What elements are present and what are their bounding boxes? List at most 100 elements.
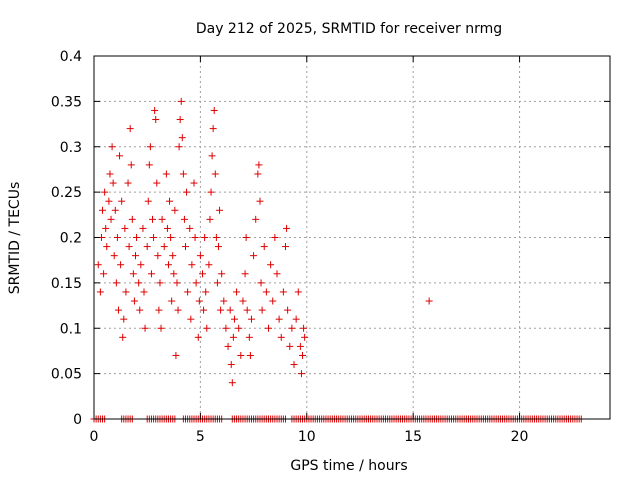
data-point bbox=[188, 261, 196, 269]
data-point bbox=[257, 279, 265, 287]
data-point bbox=[245, 333, 253, 341]
x-axis-label: GPS time / hours bbox=[290, 458, 407, 474]
data-point bbox=[212, 234, 220, 241]
data-point bbox=[300, 324, 308, 332]
data-point bbox=[151, 106, 159, 114]
data-point bbox=[130, 297, 138, 305]
data-point bbox=[203, 324, 211, 332]
data-point bbox=[114, 306, 122, 314]
data-point bbox=[250, 252, 258, 260]
data-point bbox=[135, 279, 143, 287]
x-axis-ticks: 0 5 10 15 20 bbox=[90, 56, 529, 445]
data-point bbox=[150, 234, 158, 241]
data-point bbox=[168, 297, 176, 305]
data-point bbox=[137, 261, 145, 269]
data-point bbox=[228, 379, 236, 387]
data-point bbox=[271, 234, 279, 241]
data-point bbox=[173, 279, 181, 287]
data-point bbox=[162, 170, 170, 178]
data-point bbox=[106, 170, 114, 178]
data-point bbox=[111, 206, 119, 214]
data-point bbox=[275, 315, 283, 323]
data-point bbox=[149, 215, 157, 223]
data-point bbox=[267, 261, 275, 269]
data-point bbox=[153, 179, 161, 187]
x-tick-label: 20 bbox=[511, 429, 529, 445]
y-tick-label: 0.25 bbox=[51, 185, 82, 201]
data-point bbox=[187, 315, 195, 323]
data-point bbox=[230, 315, 238, 323]
data-point bbox=[160, 243, 168, 251]
y-tick-label: 0.15 bbox=[51, 276, 82, 292]
data-point bbox=[117, 261, 125, 269]
data-point bbox=[101, 188, 109, 196]
data-point bbox=[227, 361, 235, 369]
data-point bbox=[103, 243, 111, 251]
data-point bbox=[172, 351, 180, 359]
data-point bbox=[166, 197, 174, 205]
y-axis-ticks: 0 0.05 0.1 0.15 0.2 0.25 0.3 0.35 0.4 bbox=[51, 49, 610, 428]
data-point bbox=[175, 143, 183, 151]
data-point bbox=[190, 179, 198, 187]
data-point bbox=[237, 351, 245, 359]
data-point bbox=[183, 188, 191, 196]
x-tick-label: 15 bbox=[404, 429, 422, 445]
data-point bbox=[118, 197, 126, 205]
data-point bbox=[121, 224, 129, 232]
data-point bbox=[296, 342, 304, 350]
data-point bbox=[239, 297, 247, 305]
data-point bbox=[127, 161, 135, 169]
data-point bbox=[282, 243, 290, 251]
data-point bbox=[194, 333, 202, 341]
data-point bbox=[210, 106, 218, 114]
data-point bbox=[152, 116, 160, 124]
y-axis-label: SRMTID / TECUs bbox=[7, 182, 23, 295]
data-point bbox=[425, 297, 433, 305]
data-point bbox=[246, 351, 254, 359]
data-point bbox=[94, 261, 102, 269]
data-point bbox=[279, 288, 287, 296]
data-point bbox=[277, 333, 285, 341]
data-point bbox=[191, 234, 199, 241]
data-point bbox=[218, 270, 226, 278]
data-point bbox=[301, 333, 309, 341]
data-point bbox=[273, 270, 281, 278]
data-point bbox=[139, 224, 147, 232]
data-point bbox=[126, 125, 134, 133]
data-point bbox=[125, 243, 133, 251]
data-point bbox=[226, 306, 234, 314]
data-point bbox=[217, 306, 225, 314]
data-point bbox=[243, 306, 251, 314]
data-point bbox=[147, 270, 155, 278]
data-point bbox=[180, 215, 188, 223]
data-point bbox=[242, 234, 250, 241]
data-point bbox=[157, 324, 165, 332]
data-point bbox=[131, 252, 139, 260]
data-point bbox=[288, 324, 296, 332]
data-point bbox=[192, 279, 200, 287]
data-point bbox=[144, 197, 152, 205]
data-point bbox=[108, 143, 116, 151]
data-point bbox=[124, 179, 132, 187]
data-point bbox=[171, 206, 179, 214]
data-point bbox=[141, 324, 149, 332]
data-point bbox=[122, 288, 130, 296]
data-point bbox=[258, 306, 266, 314]
y-tick-label: 0.35 bbox=[51, 94, 82, 110]
y-tick-label: 0.3 bbox=[60, 140, 82, 156]
data-point bbox=[146, 143, 154, 151]
data-point bbox=[178, 134, 186, 142]
data-point bbox=[164, 261, 172, 269]
data-point bbox=[186, 224, 194, 232]
data-point bbox=[260, 243, 268, 251]
data-point bbox=[109, 179, 117, 187]
data-point bbox=[169, 252, 177, 260]
data-point bbox=[202, 288, 210, 296]
y-tick-label: 0 bbox=[73, 412, 82, 428]
data-point bbox=[206, 215, 214, 223]
data-point bbox=[107, 215, 115, 223]
data-point bbox=[199, 270, 207, 278]
data-point bbox=[216, 206, 224, 214]
data-point bbox=[284, 306, 292, 314]
